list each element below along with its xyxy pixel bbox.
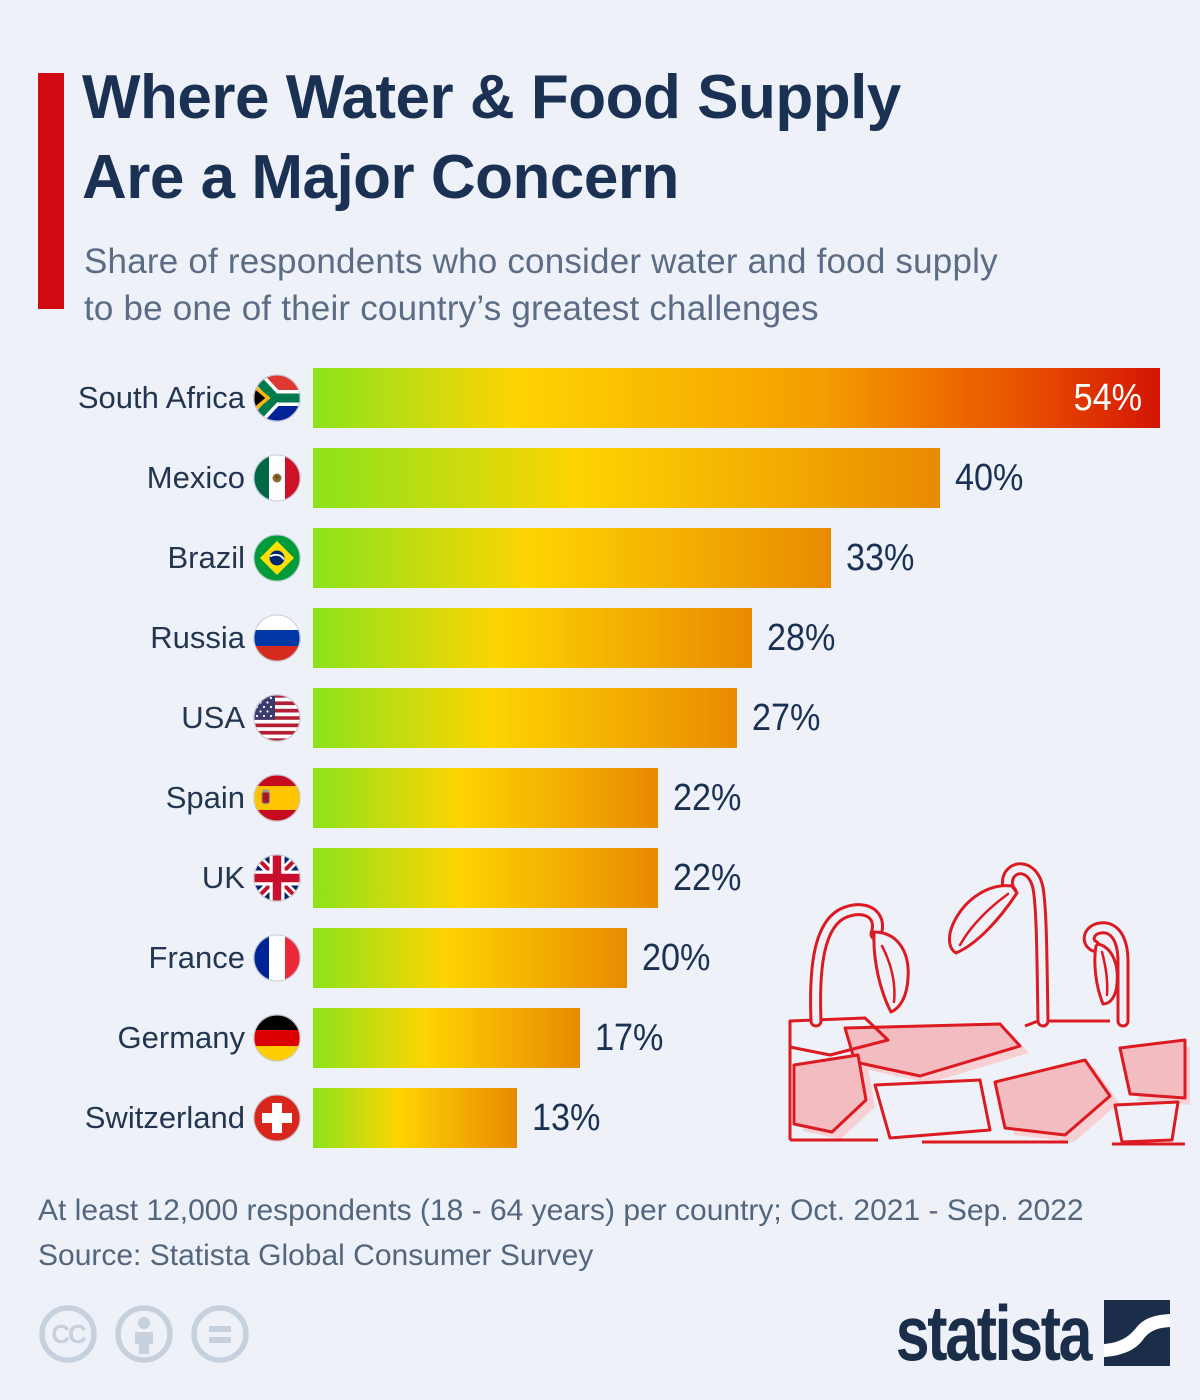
mexico-flag-icon — [253, 454, 301, 502]
chart-row: Russia 28% — [0, 598, 1200, 678]
value-bar — [313, 768, 658, 828]
chart-row: Spain 22% — [0, 758, 1200, 838]
license-icons: CC — [36, 1302, 252, 1366]
germany-flag-icon — [253, 1014, 301, 1062]
cc-icon: CC — [36, 1302, 100, 1366]
no-derivatives-icon — [188, 1302, 252, 1366]
value-label: 28% — [767, 616, 836, 659]
bar-chart: South Africa 54% Mexico 40% Brazil 33% R… — [0, 358, 1200, 1158]
chart-row: South Africa 54% — [0, 358, 1200, 438]
title-line-1: Where Water & Food Supply — [82, 63, 901, 132]
country-label: Spain — [165, 780, 245, 815]
chart-row: France 20% — [0, 918, 1200, 998]
chart-row: Switzerland 13% — [0, 1078, 1200, 1158]
russia-flag-icon — [253, 614, 301, 662]
brazil-flag-icon — [253, 534, 301, 582]
statista-logo-icon — [1104, 1300, 1170, 1366]
footnote-line-2: Source: Statista Global Consumer Survey — [38, 1239, 594, 1272]
value-bar — [313, 688, 737, 748]
value-label: 40% — [955, 456, 1024, 499]
chart-row: Brazil 33% — [0, 518, 1200, 598]
country-label: South Africa — [77, 380, 245, 415]
subtitle-line-1: Share of respondents who consider water … — [84, 242, 998, 281]
chart-row: UK 22% — [0, 838, 1200, 918]
chart-row: Mexico 40% — [0, 438, 1200, 518]
footnote: At least 12,000 respondents (18 - 64 yea… — [38, 1188, 1084, 1278]
value-bar — [313, 848, 658, 908]
country-label: Mexico — [146, 460, 245, 495]
france-flag-icon — [253, 934, 301, 982]
chart-row: USA 27% — [0, 678, 1200, 758]
value-label: 33% — [846, 536, 915, 579]
value-bar — [313, 608, 752, 668]
statista-branding: statista — [841, 1289, 1170, 1377]
country-label: USA — [181, 700, 245, 735]
footnote-line-1: At least 12,000 respondents (18 - 64 yea… — [38, 1194, 1084, 1227]
value-label: 20% — [642, 936, 711, 979]
south-africa-flag-icon — [253, 374, 301, 422]
spain-flag-icon — [253, 774, 301, 822]
country-label: UK — [201, 860, 245, 895]
statista-wordmark: statista — [895, 1289, 1093, 1377]
country-label: France — [148, 940, 245, 975]
value-bar: 54% — [313, 368, 1160, 428]
wilted-plants-illustration — [770, 850, 1190, 1190]
value-label: 54% — [1073, 377, 1142, 419]
value-label: 17% — [595, 1016, 664, 1059]
svg-text:CC: CC — [51, 1319, 87, 1349]
chart-row: Germany 17% — [0, 998, 1200, 1078]
usa-flag-icon — [253, 694, 301, 742]
value-label: 22% — [673, 856, 742, 899]
page-title: Where Water & Food Supply Are a Major Co… — [82, 58, 1162, 218]
value-bar — [313, 448, 940, 508]
attribution-icon — [112, 1302, 176, 1366]
red-accent-bar — [38, 73, 64, 309]
value-label: 13% — [532, 1096, 601, 1139]
value-label: 27% — [752, 696, 821, 739]
title-line-2: Are a Major Concern — [82, 143, 679, 212]
subtitle: Share of respondents who consider water … — [84, 238, 1184, 332]
country-label: Brazil — [167, 540, 245, 575]
uk-flag-icon — [253, 854, 301, 902]
country-label: Switzerland — [84, 1100, 245, 1135]
subtitle-line-2: to be one of their country’s greatest ch… — [84, 289, 819, 328]
country-label: Russia — [150, 620, 245, 655]
country-label: Germany — [117, 1020, 245, 1055]
value-label: 22% — [673, 776, 742, 819]
value-bar — [313, 1008, 580, 1068]
value-bar — [313, 528, 831, 588]
switzerland-flag-icon — [253, 1094, 301, 1142]
value-bar — [313, 928, 627, 988]
value-bar — [313, 1088, 517, 1148]
